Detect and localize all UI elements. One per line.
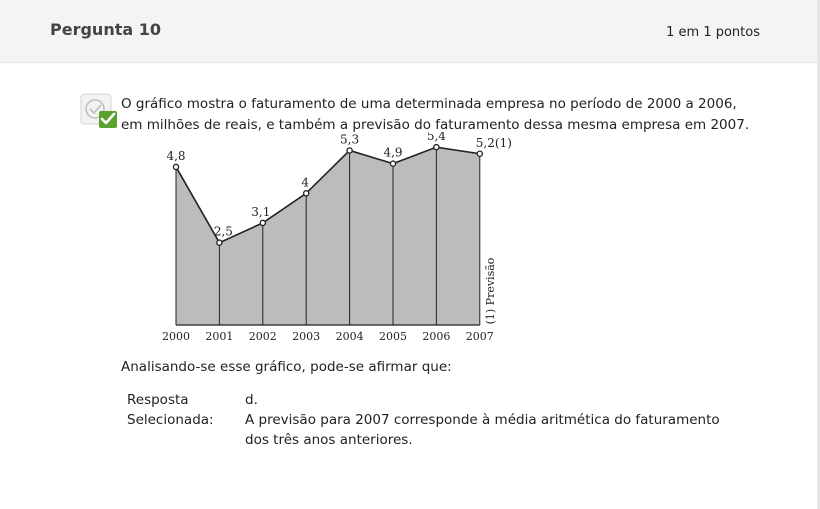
x-tick-2005: 2005 <box>379 330 407 343</box>
data-point-2000 <box>172 163 180 171</box>
question-header: Pergunta 10 1 em 1 pontos <box>0 0 817 63</box>
data-point-2006 <box>433 143 440 151</box>
x-tick-2002: 2002 <box>249 330 277 343</box>
x-tick-2001: 2001 <box>205 330 233 343</box>
point-label-2002: 3,1 <box>251 205 270 219</box>
x-tick-2004: 2004 <box>336 330 364 343</box>
point-label-2007: 5,2(1) <box>476 136 512 150</box>
revenue-chart: 4,8 2,5 3,1 4 5,3 4,9 5,4 5,2(1) 2000 2001 2002 20… <box>150 129 520 348</box>
point-label-2004: 5,3 <box>340 132 359 146</box>
x-tick-2007: 2007 <box>466 330 494 343</box>
answer-label-line2: Selecionada: <box>127 412 214 428</box>
point-label-2000: 4,8 <box>166 149 185 163</box>
data-point-2002 <box>259 219 267 227</box>
point-label-2003: 4 <box>301 175 309 189</box>
data-point-2007 <box>476 150 484 158</box>
chart-footnote: (1) Previsão <box>484 257 497 324</box>
data-point-2003 <box>302 190 310 197</box>
data-point-2004 <box>346 147 353 154</box>
question-title: Pergunta 10 <box>50 20 161 39</box>
correct-answer-icon <box>80 92 120 132</box>
question-points: 1 em 1 pontos <box>666 25 760 40</box>
data-point-2005 <box>389 160 397 167</box>
point-label-2006: 5,4 <box>427 132 446 143</box>
answer-label: Resposta Selecionada: <box>127 390 237 430</box>
point-label-2005: 4,9 <box>383 146 402 160</box>
answer-letter: d. <box>245 392 258 408</box>
data-point-2001 <box>216 239 223 246</box>
x-tick-2000: 2000 <box>162 330 190 343</box>
question-prompt: Analisando-se esse gráfico, pode-se afir… <box>121 359 452 375</box>
chart-area <box>176 147 480 325</box>
answer-text: A previsão para 2007 corresponde à média… <box>245 412 720 448</box>
x-tick-2003: 2003 <box>292 330 320 343</box>
x-tick-2006: 2006 <box>422 330 450 343</box>
series-line <box>175 146 480 244</box>
right-border <box>817 0 820 509</box>
question-text: O gráfico mostra o faturamento de uma de… <box>121 96 750 133</box>
answer-label-line1: Resposta <box>127 392 189 408</box>
point-label-2001: 2,5 <box>214 225 233 239</box>
